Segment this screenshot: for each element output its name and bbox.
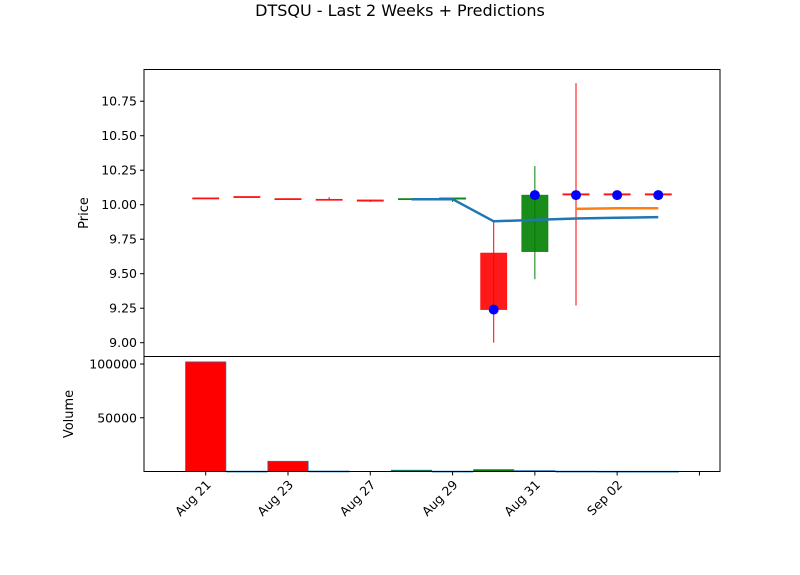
candle-body: [233, 196, 261, 198]
chart-title: DTSQU - Last 2 Weeks + Predictions: [255, 1, 545, 20]
x-tick-label: Aug 27: [336, 477, 378, 519]
volume-bar: [267, 460, 309, 472]
price-y-tick-label: 9.00: [109, 335, 137, 350]
price-y-tick-label: 9.75: [109, 232, 137, 247]
price-y-tick-label: 10.25: [101, 163, 137, 178]
x-axis-ticks: Aug 21 Aug 23 Aug 27 Aug 29 Aug 31 Sep 02: [172, 471, 700, 519]
close-marker: [653, 190, 664, 201]
price-y-tick-label: 10.00: [101, 197, 137, 212]
volume-bars: [185, 361, 679, 473]
price-y-axis-label: Price: [77, 197, 92, 229]
price-panel: 9.00 9.25 9.50 9.75 10.00 10.25 10.50 10.75 Pri…: [77, 69, 721, 357]
price-y-ticks: 9.00 9.25 9.50 9.75 10.00 10.25 10.50 10.75: [101, 94, 144, 350]
volume-y-tick-label: 100000: [89, 357, 137, 372]
prediction-line-2: [575, 206, 659, 211]
candle-body: [192, 197, 220, 200]
volume-y-tick-label: 50000: [97, 410, 137, 425]
x-tick-label: Aug 21: [172, 477, 214, 519]
price-candles: [192, 83, 672, 343]
price-y-tick-label: 9.25: [109, 301, 137, 316]
x-tick-label: Sep 02: [584, 477, 625, 518]
price-markers: [488, 190, 664, 315]
prediction-line-1: [411, 197, 659, 223]
candle-body: [356, 199, 384, 202]
close-marker: [488, 304, 499, 315]
x-tick-label: Aug 31: [501, 477, 543, 519]
price-plot-area: [144, 69, 720, 357]
price-y-tick-label: 10.50: [101, 128, 137, 143]
close-marker: [571, 190, 581, 201]
candle-body: [274, 198, 302, 200]
candle-body: [315, 198, 343, 201]
price-lines: [411, 197, 659, 223]
x-tick-label: Aug 29: [419, 477, 461, 519]
volume-bar: [185, 361, 227, 472]
volume-plot-frame: [143, 356, 721, 472]
x-tick-label: Aug 23: [254, 477, 296, 519]
price-y-tick-label: 10.75: [101, 94, 137, 109]
close-marker: [529, 190, 540, 201]
volume-y-ticks: 50000 100000: [89, 357, 144, 425]
candle-body: [480, 252, 508, 310]
close-marker: [612, 190, 623, 201]
volume-y-axis-label: Volume: [62, 390, 77, 438]
price-y-tick-label: 9.50: [109, 266, 137, 281]
candle-body: [521, 194, 549, 252]
